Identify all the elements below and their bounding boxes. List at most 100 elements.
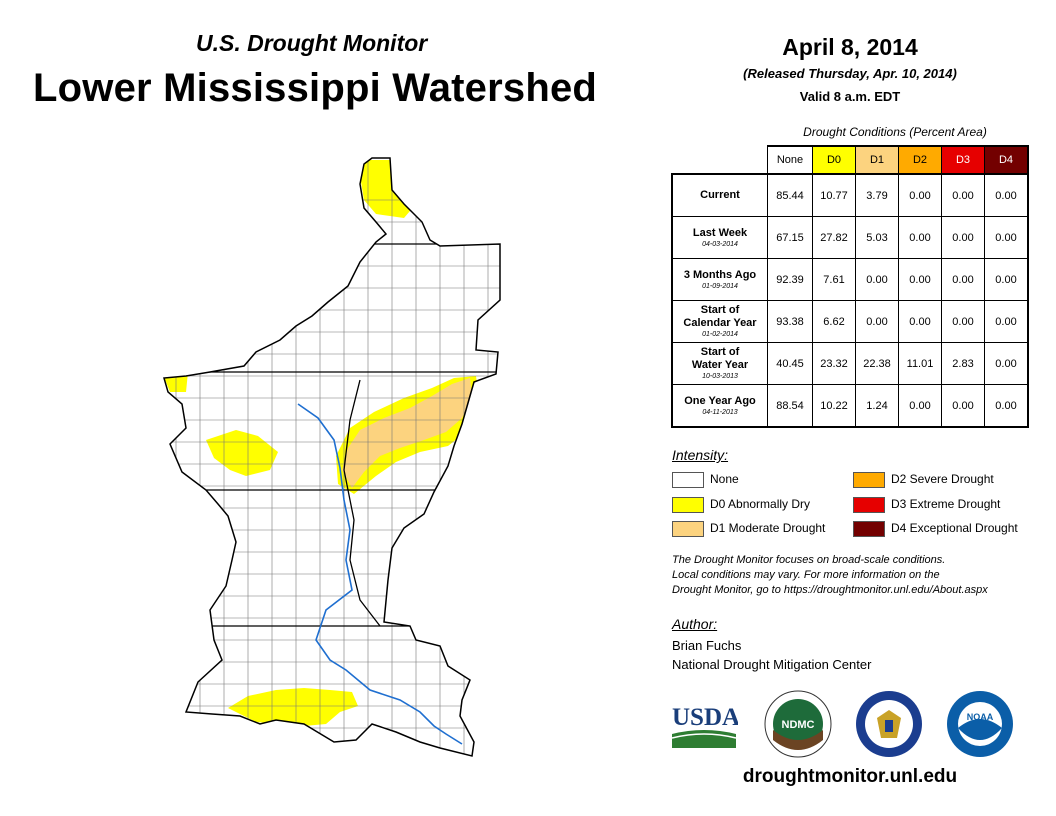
author-org: National Drought Mitigation Center [672, 657, 872, 672]
cell-d2: 0.00 [898, 216, 942, 259]
cell-d1: 0.00 [855, 258, 899, 301]
website-url[interactable]: droughtmonitor.unl.edu [742, 766, 958, 787]
row-label-text: Current [700, 189, 740, 201]
legend-swatch [672, 521, 704, 537]
mississippi-river [297, 403, 463, 745]
note-line: The Drought Monitor focuses on broad-sca… [672, 554, 946, 566]
cell-d4: 0.00 [984, 384, 1029, 428]
row-label: Start of Water Year 10-03-2013 [671, 342, 768, 385]
cell-none: 93.38 [767, 300, 813, 343]
cell-d4: 0.00 [984, 173, 1029, 217]
d0-area-louisiana [228, 688, 358, 726]
table-title: Drought Conditions (Percent Area) [803, 125, 987, 139]
row-date: 04-03-2014 [702, 240, 738, 248]
drought-monitor-note: The Drought Monitor focuses on broad-sca… [672, 553, 1042, 598]
table-header-row: None D0 D1 D2 D3 D4 [672, 145, 1029, 175]
noaa-logo: NOAA [947, 691, 1013, 757]
column-header-d4: D4 [984, 145, 1029, 175]
cell-d3: 0.00 [941, 173, 985, 217]
cell-d2: 0.00 [898, 300, 942, 343]
column-header-d1: D1 [855, 145, 899, 175]
cell-d0: 6.62 [812, 300, 856, 343]
legend-swatch [853, 497, 885, 513]
row-label-text: 3 Months Ago [683, 268, 757, 281]
cell-d1: 22.38 [855, 342, 899, 385]
legend-swatch [672, 497, 704, 513]
cell-d3: 0.00 [941, 216, 985, 259]
table-row: Start of Calendar Year 01-02-2014 93.38 6.62… [671, 300, 1029, 343]
department-of-commerce-seal-icon [856, 691, 922, 757]
note-line: Local conditions may vary. For more info… [672, 569, 940, 581]
column-header-none: None [767, 145, 813, 175]
legend-label: D3 Extreme Drought [891, 497, 1001, 511]
cell-d4: 0.00 [984, 216, 1029, 259]
row-label-text-2: Calendar Year [683, 317, 757, 329]
d1-area-mississippi [342, 378, 472, 488]
legend-label: D1 Moderate Drought [710, 521, 826, 535]
cell-d2: 0.00 [898, 384, 942, 428]
cell-d2: 0.00 [898, 173, 942, 217]
cell-none: 92.39 [767, 258, 813, 301]
usda-logo-text: USDA [672, 704, 738, 731]
ndmc-logo: NDMC [764, 690, 832, 758]
table-row: Current 85.44 10.77 3.79 0.00 0.00 0.00 [671, 173, 1029, 217]
cell-d3: 0.00 [941, 300, 985, 343]
column-header-d2: D2 [898, 145, 942, 175]
row-date: 04-11-2013 [702, 408, 738, 416]
cell-d1: 1.24 [855, 384, 899, 428]
cell-d4: 0.00 [984, 300, 1029, 343]
drought-map [163, 157, 501, 757]
drought-stats-table: None D0 D1 D2 D3 D4 Current 85.44 10.77 3.79 0.00… [671, 145, 1029, 428]
cell-d3: 0.00 [941, 384, 985, 428]
cell-none: 40.45 [767, 342, 813, 385]
row-label: Last Week 04-03-2014 [671, 216, 768, 259]
cell-none: 88.54 [767, 384, 813, 428]
ndmc-logo-text: NDMC [782, 719, 815, 731]
legend-swatch [672, 472, 704, 488]
row-label-text-2: Water Year [691, 359, 749, 371]
legend-label: None [710, 472, 739, 486]
cell-d0: 7.61 [812, 258, 856, 301]
cell-d0: 23.32 [812, 342, 856, 385]
map-title: Lower Mississippi Watershed [33, 66, 598, 110]
row-date: 10-03-2013 [702, 373, 738, 380]
legend-swatch [853, 472, 885, 488]
d0-area-north [360, 160, 416, 218]
legend-label: D2 Severe Drought [891, 472, 994, 486]
cell-none: 85.44 [767, 173, 813, 217]
cell-d0: 10.22 [812, 384, 856, 428]
row-label: 3 Months Ago 01-09-2014 [671, 258, 768, 301]
column-header-d3: D3 [941, 145, 985, 175]
cell-d0: 10.77 [812, 173, 856, 217]
map-date: April 8, 2014 [782, 34, 918, 60]
row-label-text: Start of [700, 346, 740, 358]
legend-title: Intensity: [672, 447, 729, 463]
row-label-text: Last Week [692, 226, 748, 239]
cell-d4: 0.00 [984, 258, 1029, 301]
row-date: 01-02-2014 [702, 331, 738, 338]
author-title: Author: [672, 616, 718, 632]
cell-none: 67.15 [767, 216, 813, 259]
legend-label: D0 Abnormally Dry [710, 497, 811, 511]
map-subtitle: U.S. Drought Monitor [196, 30, 428, 56]
column-header-d0: D0 [812, 145, 856, 175]
row-label: Start of Calendar Year 01-02-2014 [671, 300, 768, 343]
header-blank [672, 146, 768, 174]
table-row: 3 Months Ago 01-09-2014 92.39 7.61 0.00 0.00 0… [671, 258, 1029, 301]
table-row: Start of Water Year 10-03-2013 40.45 23.32 22… [671, 342, 1029, 385]
row-label: One Year Ago 04-11-2013 [671, 384, 768, 428]
cell-d3: 0.00 [941, 258, 985, 301]
cell-d4: 0.00 [984, 342, 1029, 385]
usda-logo: USDA [671, 704, 738, 748]
cell-d1: 0.00 [855, 300, 899, 343]
valid-time: Valid 8 a.m. EDT [799, 89, 901, 104]
row-label-text: Start of [700, 304, 740, 316]
cell-d2: 11.01 [898, 342, 942, 385]
table-row: Last Week 04-03-2014 67.15 27.82 5.03 0.00 0.0… [671, 216, 1029, 259]
legend-label: D4 Exceptional Drought [891, 521, 1018, 535]
noaa-logo-text: NOAA [967, 712, 994, 722]
author-name: Brian Fuchs [672, 638, 742, 653]
cell-d3: 2.83 [941, 342, 985, 385]
table-row: One Year Ago 04-11-2013 88.54 10.22 1.24 0.00… [671, 384, 1029, 428]
release-date: (Released Thursday, Apr. 10, 2014) [743, 66, 957, 81]
